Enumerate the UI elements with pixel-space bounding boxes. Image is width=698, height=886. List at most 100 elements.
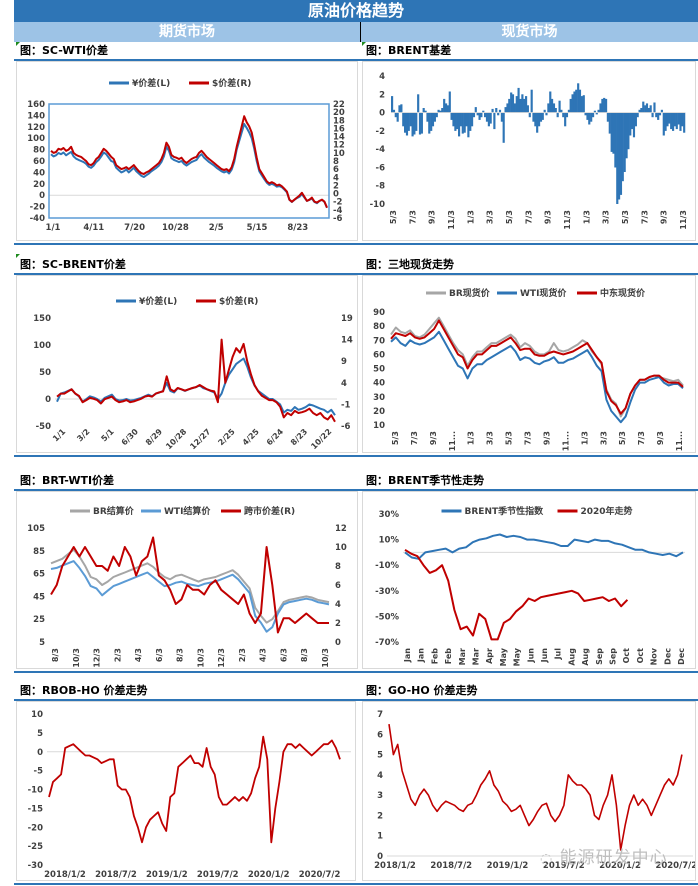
bar	[543, 109, 546, 113]
y-tick-label: 30	[373, 393, 385, 403]
bar	[469, 112, 472, 131]
y-tick-label: 65	[33, 570, 45, 580]
bar	[426, 112, 429, 122]
y-tick-label: -50	[36, 422, 51, 432]
x-tick-label: 6/30	[120, 427, 141, 448]
y-tick-label: -15	[28, 804, 43, 814]
y-tick-label: 90	[373, 308, 385, 318]
bar	[575, 89, 578, 113]
bar	[549, 91, 552, 113]
y2-tick-label: -1	[341, 400, 351, 410]
y-tick-label: 105	[27, 524, 45, 534]
bar	[450, 112, 453, 120]
legend-label: WTI现货价	[520, 287, 567, 299]
x-tick-label: Sep	[609, 648, 618, 665]
x-tick-label: 2019/7/2	[197, 870, 239, 880]
series-line-2020	[404, 548, 629, 641]
x-tick-label: 3/3	[602, 210, 611, 224]
y-tick-label: -4	[376, 145, 386, 155]
y-tick-label: 7	[377, 710, 383, 720]
bar	[396, 112, 399, 122]
divider	[14, 699, 698, 701]
x-tick-label: 12/3	[217, 648, 226, 668]
series-line-	[390, 319, 684, 415]
bar	[573, 91, 576, 113]
y-tick-label: -20	[30, 203, 45, 213]
y2-tick-label: 8	[335, 562, 341, 572]
bar	[679, 112, 682, 131]
bar	[502, 112, 505, 143]
y-tick-label: -6	[376, 163, 386, 173]
bar	[599, 103, 602, 113]
x-tick-label: Aug	[581, 648, 590, 666]
bar	[478, 112, 481, 120]
x-tick-label: 7/3	[410, 431, 419, 445]
x-tick-label: 2018/7/2	[95, 870, 137, 880]
y-tick-label: 5	[377, 751, 383, 761]
bar	[675, 112, 678, 130]
bar	[560, 109, 563, 113]
bar	[612, 112, 615, 154]
x-tick-label: 2018/1/2	[44, 870, 86, 880]
bar	[616, 112, 619, 204]
y-tick-label: 70	[373, 336, 385, 346]
y2-tick-label: -6	[333, 214, 343, 224]
bar	[645, 103, 649, 113]
bar	[556, 112, 559, 118]
bar	[428, 112, 431, 134]
x-tick-label: 8/23	[289, 427, 309, 447]
x-tick-label: Sep	[595, 648, 604, 665]
bar	[400, 104, 403, 113]
x-tick-label: Dec	[677, 648, 686, 665]
bar	[582, 95, 585, 113]
x-tick-label: 2020/1/2	[248, 870, 290, 880]
y2-tick-label: 2	[335, 619, 341, 629]
bar	[521, 94, 524, 113]
y2-tick-label: 18	[333, 116, 345, 126]
x-tick-label: 8/3	[51, 648, 60, 662]
x-tick-label: 11...	[675, 431, 684, 451]
bar	[422, 108, 425, 113]
x-tick-label: 7/3	[637, 431, 646, 445]
y2-tick-label: 16	[333, 124, 345, 134]
bar	[445, 103, 448, 113]
bar	[621, 112, 624, 182]
bar	[485, 112, 489, 122]
x-tick-label: Nov	[650, 647, 659, 665]
y-tick-label: 100	[33, 341, 51, 351]
bar	[605, 98, 608, 113]
bar	[673, 112, 676, 127]
watermark: ◌ 能源研发中心	[540, 848, 668, 868]
x-tick-label: 11...	[561, 431, 570, 451]
chart-go-ho: 0 1 2 3 4 5 6 7 2018/1/2 2018/7/2 2019/1/2 2019/7/2…	[362, 701, 697, 881]
y-tick-label: -10	[370, 200, 385, 210]
bar	[398, 105, 401, 113]
bar	[405, 112, 409, 136]
bar	[508, 98, 511, 113]
bar	[394, 112, 397, 118]
x-tick-label: 9/3	[656, 431, 665, 445]
bar	[541, 112, 544, 120]
bar	[666, 112, 669, 127]
bar	[610, 112, 613, 152]
bar	[446, 105, 449, 113]
y-tick-label: 0	[37, 748, 43, 758]
y-tick-label: -30%	[375, 587, 399, 597]
bar	[588, 112, 591, 125]
x-tick-label: 4/11	[83, 223, 104, 233]
x-tick-label: 2/5	[209, 223, 224, 233]
x-tick-label: Jun	[540, 648, 549, 664]
y-tick-label: 45	[33, 592, 45, 602]
bar	[569, 98, 572, 113]
y-tick-label: 10	[31, 710, 43, 720]
panel-title-brent-seasonal: 图：BRENT季节性走势	[366, 474, 485, 487]
y-tick-label: 25	[33, 615, 45, 625]
bar	[532, 112, 535, 122]
bar	[658, 112, 662, 116]
bar	[513, 103, 516, 113]
bar	[500, 112, 503, 122]
y2-tick-label: 10	[335, 543, 347, 553]
bar	[402, 112, 405, 127]
bar	[472, 112, 476, 118]
bar	[431, 112, 435, 127]
